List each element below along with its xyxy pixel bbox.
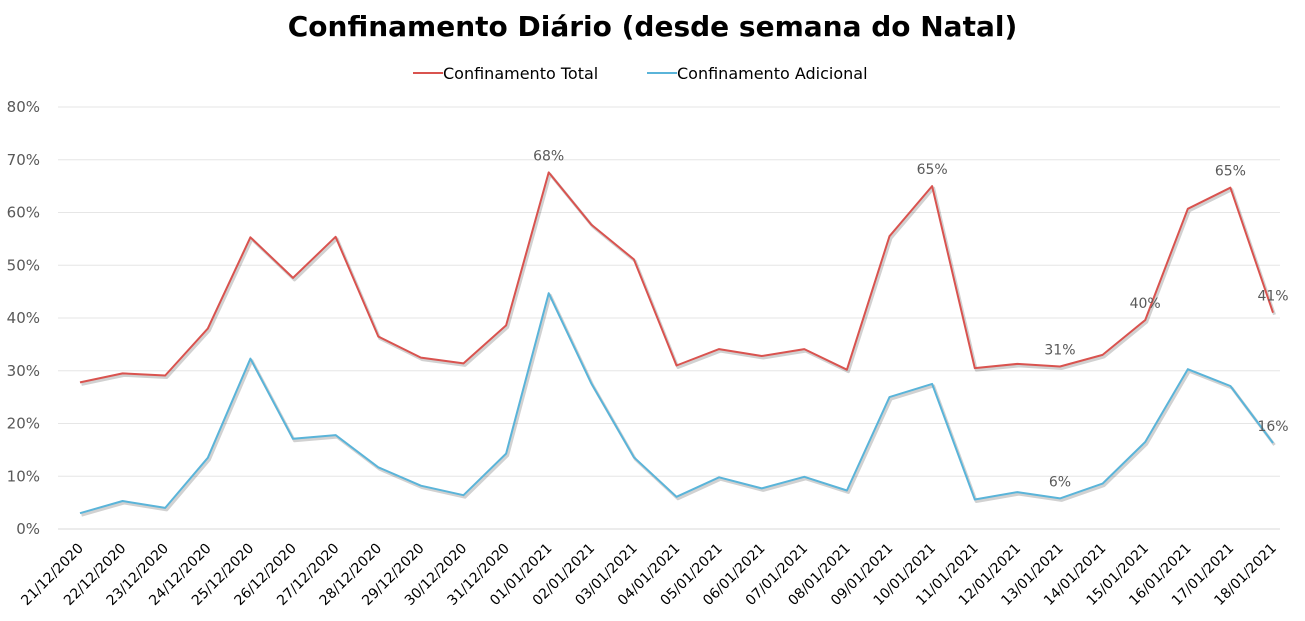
data-label: 68% <box>533 148 564 164</box>
y-tick-label: 50% <box>7 256 40 274</box>
data-label: 40% <box>1130 296 1161 312</box>
legend-label: Confinamento Total <box>443 64 598 83</box>
y-tick-label: 0% <box>16 520 40 538</box>
legend: Confinamento Total Confinamento Adicional <box>413 64 868 83</box>
y-tick-label: 30% <box>7 362 40 380</box>
data-labels: 68% 65% 31% 40% 65% 41% 6% 16% <box>533 148 1288 490</box>
y-axis-ticks: 0% 10% 20% 30% 40% 50% 60% 70% 80% <box>7 98 40 538</box>
data-label: 41% <box>1257 289 1288 305</box>
y-tick-label: 70% <box>7 151 40 169</box>
series-shadow <box>81 172 1276 386</box>
y-tick-label: 40% <box>7 309 40 327</box>
chart-title: Confinamento Diário (desde semana do Nat… <box>287 10 1018 43</box>
series-line <box>79 292 1274 515</box>
y-tick-label: 60% <box>7 204 40 222</box>
series-lines <box>79 171 1276 517</box>
y-tick-label: 10% <box>7 467 40 485</box>
data-label: 65% <box>917 162 948 178</box>
series-shadow <box>81 293 1276 517</box>
data-label: 16% <box>1257 419 1288 435</box>
y-tick-label: 20% <box>7 415 40 433</box>
gridlines <box>58 106 1280 530</box>
data-label: 65% <box>1215 164 1246 180</box>
legend-label: Confinamento Adicional <box>677 64 868 83</box>
data-label: 31% <box>1044 343 1075 359</box>
y-tick-label: 80% <box>7 98 40 116</box>
series-line <box>79 171 1274 384</box>
x-axis-ticks: 21/12/202022/12/202023/12/202024/12/2020… <box>18 541 1279 609</box>
data-label: 6% <box>1049 474 1071 490</box>
